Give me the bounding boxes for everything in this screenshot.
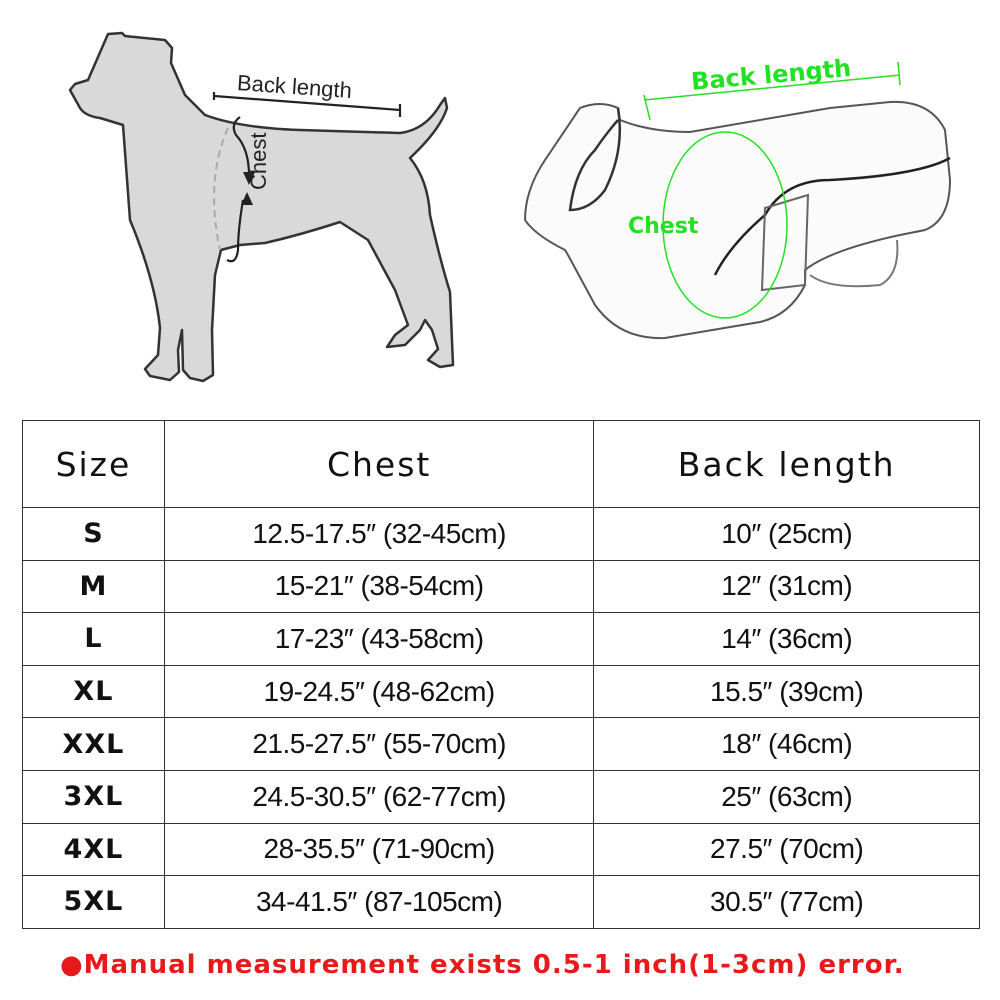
size-cell: XXL [22,717,165,771]
chest-cell: 17-23″ (43-58cm) [163,612,595,666]
table-row: 4XL 28-35.5″ (71-90cm) 27.5″ (70cm) [22,822,980,877]
chest-ellipse [662,131,788,319]
back-length-cell: 10″ (25cm) [593,507,980,561]
chest-cell: 15-21″ (38-54cm) [163,559,595,614]
jacket-chest-label: Chest [628,214,699,239]
jacket-zipper [713,156,951,276]
back-length-cell: 30.5″ (77cm) [593,875,980,929]
table-row: S 12.5-17.5″ (32-45cm) 10″ (25cm) [22,507,980,561]
table-row: 5XL 34-41.5″ (87-105cm) 30.5″ (77cm) [22,875,980,929]
size-cell: XL [22,664,165,719]
header-chest: Chest [163,420,595,508]
back-length-cell: 14″ (36cm) [593,612,980,666]
table-row: L 17-23″ (43-58cm) 14″ (36cm) [22,612,980,666]
back-length-cell: 15.5″ (39cm) [593,664,980,719]
table-row: XL 19-24.5″ (48-62cm) 15.5″ (39cm) [22,664,980,719]
chest-cell: 24.5-30.5″ (62-77cm) [163,769,595,824]
arrowhead-up-icon [241,192,253,205]
chest-arrow-top [232,116,251,181]
dog-chest-label: Chest [246,132,271,190]
dog-silhouette-illustration [68,31,455,383]
back-length-cell: 27.5″ (70cm) [593,822,980,877]
table-row: M 15-21″ (38-54cm) 12″ (31cm) [22,559,980,614]
chest-cell: 21.5-27.5″ (55-70cm) [163,717,595,771]
header-size: Size [22,420,165,508]
size-cell: L [22,612,165,666]
back-length-line [643,61,901,121]
jacket-strap [760,193,810,292]
back-length-bar [212,92,402,117]
jacket-neck-opening [568,107,622,212]
chest-cell: 28-35.5″ (71-90cm) [163,822,595,877]
size-cell: 4XL [22,822,165,877]
jacket-outline [523,100,952,340]
size-chart-table: Size Chest Back length S 12.5-17.5″ (32-4… [22,420,980,929]
chest-cell: 12.5-17.5″ (32-45cm) [163,507,595,561]
size-cell: S [22,507,165,561]
chest-cell: 19-24.5″ (48-62cm) [163,664,595,719]
back-length-cell: 12″ (31cm) [593,559,980,614]
measurement-error-note: ●Manual measurement exists 0.5-1 inch(1-… [60,950,905,980]
dog-body [68,31,455,383]
chest-cell: 34-41.5″ (87-105cm) [163,875,595,929]
size-cell: 3XL [22,769,165,824]
size-cell: 5XL [22,875,165,929]
chest-arrow-bottom [226,199,245,263]
dog-chest-dashed-line [213,127,229,251]
dog-jacket-sketch-illustration [523,61,952,340]
table-row: XXL 21.5-27.5″ (55-70cm) 18″ (46cm) [22,717,980,771]
table-row: 3XL 24.5-30.5″ (62-77cm) 25″ (63cm) [22,769,980,824]
header-back-length: Back length [593,420,980,508]
table-header-row: Size Chest Back length [22,420,980,508]
back-length-cell: 25″ (63cm) [593,769,980,824]
jacket-leash-loop [809,239,899,288]
back-length-cell: 18″ (46cm) [593,717,980,771]
arrowhead-down-icon [243,172,255,185]
size-cell: M [22,559,165,614]
